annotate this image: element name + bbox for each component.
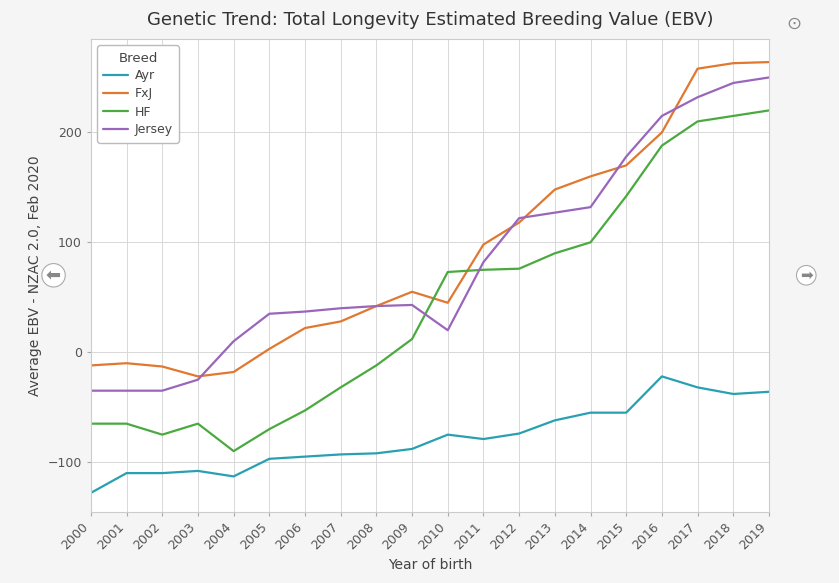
Legend: Ayr, FxJ, HF, Jersey: Ayr, FxJ, HF, Jersey — [97, 45, 179, 143]
HF — [443, 269, 453, 276]
Line: HF: HF — [91, 110, 769, 451]
Ayr — [372, 450, 382, 457]
FxJ — [407, 288, 417, 295]
FxJ — [657, 129, 667, 136]
Jersey — [621, 153, 631, 160]
HF — [621, 192, 631, 199]
HF — [728, 113, 738, 120]
Ayr — [692, 384, 702, 391]
Y-axis label: Average EBV - NZAC 2.0, Feb 2020: Average EBV - NZAC 2.0, Feb 2020 — [28, 155, 42, 396]
HF — [300, 407, 310, 414]
HF — [372, 362, 382, 369]
FxJ — [372, 303, 382, 310]
Ayr — [764, 388, 774, 395]
Title: Genetic Trend: Total Longevity Estimated Breeding Value (EBV): Genetic Trend: Total Longevity Estimated… — [147, 11, 713, 29]
FxJ — [86, 362, 96, 369]
X-axis label: Year of birth: Year of birth — [388, 558, 472, 572]
Ayr — [228, 473, 238, 480]
Text: ⊙: ⊙ — [786, 15, 801, 33]
HF — [86, 420, 96, 427]
FxJ — [692, 65, 702, 72]
HF — [514, 265, 524, 272]
HF — [157, 431, 167, 438]
FxJ — [621, 162, 631, 169]
HF — [550, 250, 560, 257]
Ayr — [336, 451, 346, 458]
Text: ➡: ➡ — [800, 268, 813, 283]
FxJ — [586, 173, 596, 180]
Jersey — [372, 303, 382, 310]
Jersey — [443, 326, 453, 333]
FxJ — [193, 373, 203, 380]
Jersey — [264, 310, 274, 317]
HF — [228, 448, 238, 455]
Jersey — [86, 387, 96, 394]
Ayr — [407, 445, 417, 452]
HF — [264, 426, 274, 433]
FxJ — [228, 368, 238, 375]
FxJ — [764, 58, 774, 65]
FxJ — [122, 360, 132, 367]
HF — [586, 239, 596, 246]
HF — [692, 118, 702, 125]
Jersey — [228, 338, 238, 345]
Line: FxJ: FxJ — [91, 62, 769, 377]
Ayr — [443, 431, 453, 438]
HF — [122, 420, 132, 427]
Ayr — [550, 417, 560, 424]
Jersey — [728, 79, 738, 86]
Ayr — [86, 489, 96, 496]
Jersey — [550, 209, 560, 216]
Jersey — [122, 387, 132, 394]
FxJ — [157, 363, 167, 370]
Ayr — [728, 391, 738, 398]
Ayr — [657, 373, 667, 380]
Jersey — [193, 376, 203, 383]
FxJ — [514, 219, 524, 226]
HF — [407, 336, 417, 343]
Ayr — [621, 409, 631, 416]
Ayr — [300, 453, 310, 460]
Ayr — [264, 455, 274, 462]
FxJ — [300, 325, 310, 332]
Jersey — [692, 94, 702, 101]
Ayr — [586, 409, 596, 416]
Jersey — [514, 215, 524, 222]
FxJ — [728, 59, 738, 66]
HF — [657, 142, 667, 149]
FxJ — [478, 241, 488, 248]
HF — [336, 384, 346, 391]
HF — [193, 420, 203, 427]
Ayr — [157, 470, 167, 477]
Jersey — [157, 387, 167, 394]
HF — [764, 107, 774, 114]
Jersey — [586, 203, 596, 210]
Ayr — [122, 470, 132, 477]
Line: Jersey: Jersey — [91, 78, 769, 391]
HF — [478, 266, 488, 273]
Ayr — [514, 430, 524, 437]
Jersey — [336, 305, 346, 312]
FxJ — [550, 186, 560, 193]
Ayr — [193, 468, 203, 475]
Text: ⬅: ⬅ — [46, 266, 61, 285]
Jersey — [657, 113, 667, 120]
Jersey — [300, 308, 310, 315]
Jersey — [764, 74, 774, 81]
Jersey — [407, 301, 417, 308]
Line: Ayr: Ayr — [91, 377, 769, 493]
FxJ — [336, 318, 346, 325]
FxJ — [443, 299, 453, 306]
Ayr — [478, 436, 488, 442]
FxJ — [264, 345, 274, 352]
Jersey — [478, 259, 488, 266]
